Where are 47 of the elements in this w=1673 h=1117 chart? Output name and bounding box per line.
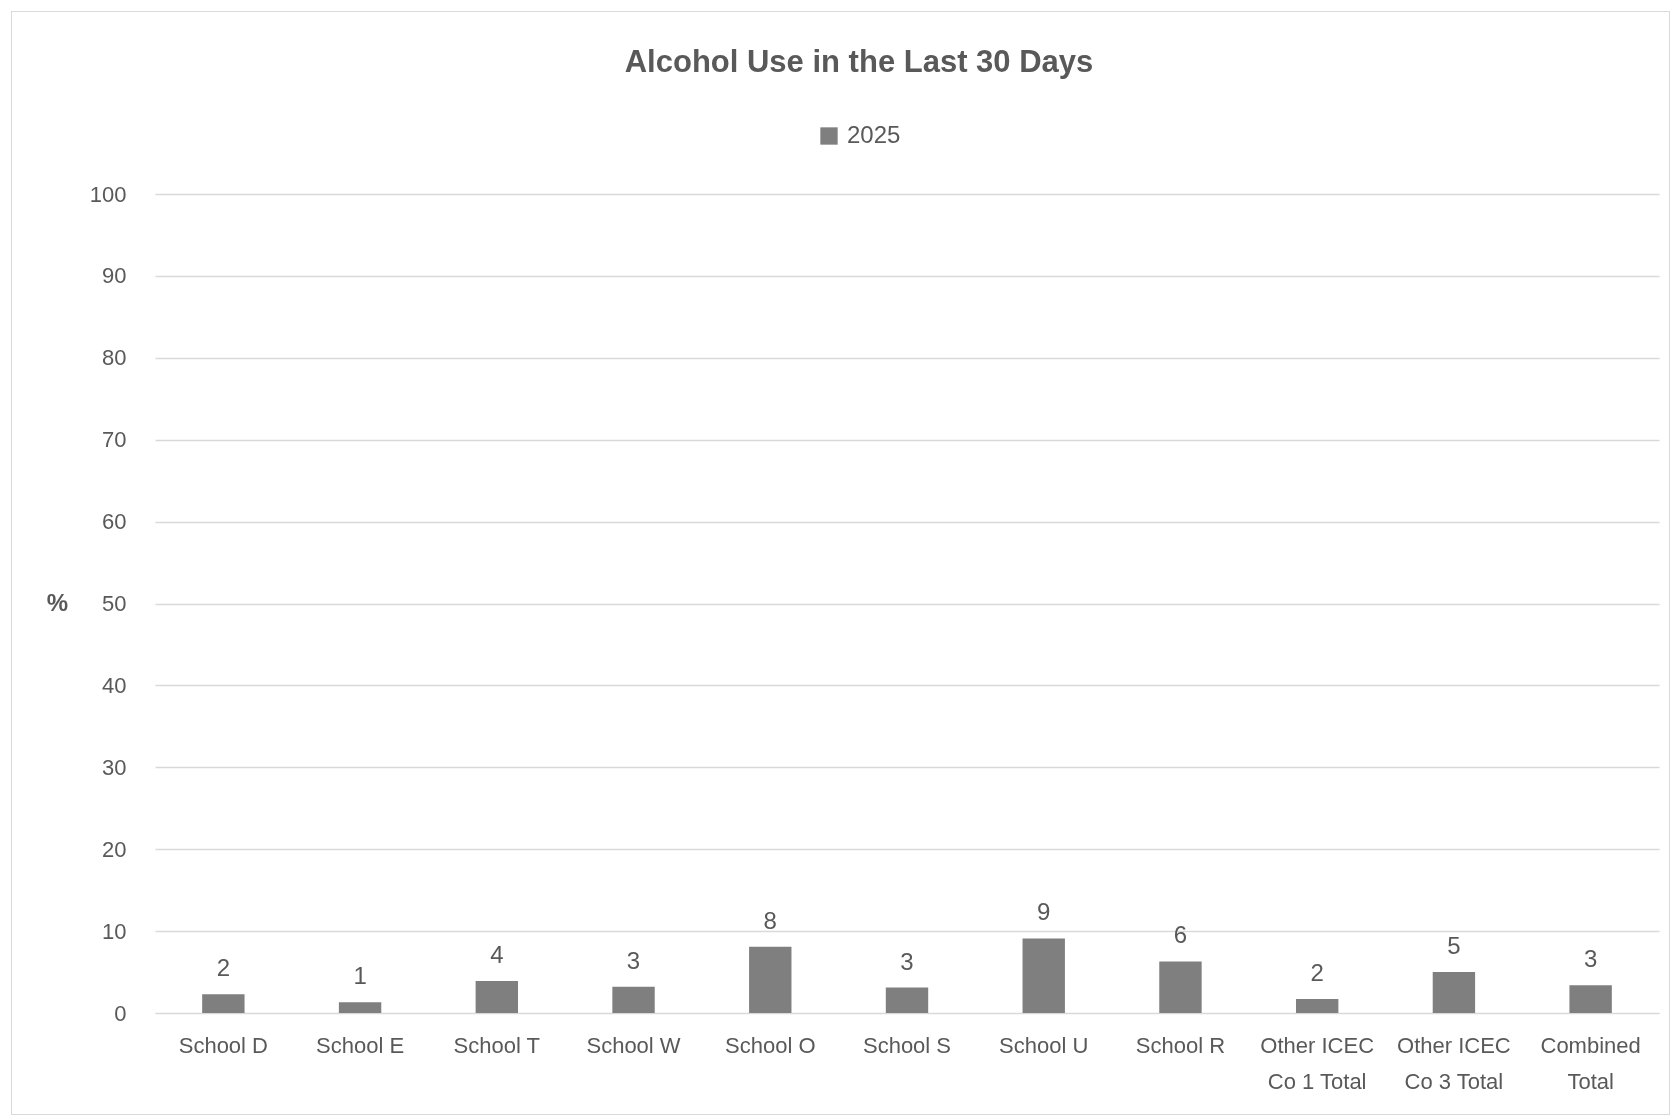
bar [475,981,519,1013]
data-label: 3 [626,946,641,974]
y-tick-label: 90 [102,263,127,289]
data-label: 8 [763,906,777,934]
x-tick-label: School D [178,1032,268,1058]
chart-title: Alcohol Use in the Last 30 Days [624,44,1094,79]
y-axis-title: % [46,589,69,616]
data-label: 3 [1583,945,1598,973]
data-label: 9 [1037,898,1051,926]
y-tick-label: 100 [89,181,127,207]
bar [1022,938,1065,1013]
x-tick-label: School W [586,1032,681,1058]
x-tick-label: Other ICEC Co 3 Total [1397,1032,1511,1094]
legend-label: 2025 [847,121,901,148]
y-tick-label: 70 [102,427,127,453]
y-tick-label: 20 [102,836,127,862]
x-tick-label: School O [725,1032,816,1058]
bar [202,994,245,1013]
bar [338,1002,382,1013]
bar [1159,961,1202,1013]
y-tick-label: 30 [102,754,127,780]
x-tick-label: School S [862,1032,952,1058]
data-label: 5 [1447,932,1461,960]
bar [612,986,655,1013]
data-label: 4 [490,941,504,969]
y-tick-label: 0 [114,1000,127,1026]
x-tick-label: Other ICEC Co 1 Total [1260,1032,1375,1094]
bar [749,946,792,1013]
x-tick-label: School U [999,1032,1089,1058]
y-tick-label: 80 [102,345,127,371]
x-tick-label: School T [453,1032,541,1058]
y-tick-label: 60 [102,509,127,535]
data-label: 2 [1310,959,1324,987]
bar [1432,972,1476,1013]
y-tick-label: 40 [102,672,127,698]
x-tick-label: Combined Total [1540,1032,1641,1094]
x-tick-label: School E [316,1032,405,1058]
y-tick-label: 10 [102,918,127,944]
y-tick-label: 50 [102,591,127,616]
data-label: 6 [1173,921,1188,949]
data-label: 2 [216,954,231,982]
bar [885,987,929,1013]
data-label: 3 [900,947,914,975]
data-label: 1 [353,962,367,990]
bar [1569,985,1612,1013]
x-tick-label: School R [1135,1032,1226,1058]
bar [1295,999,1339,1013]
